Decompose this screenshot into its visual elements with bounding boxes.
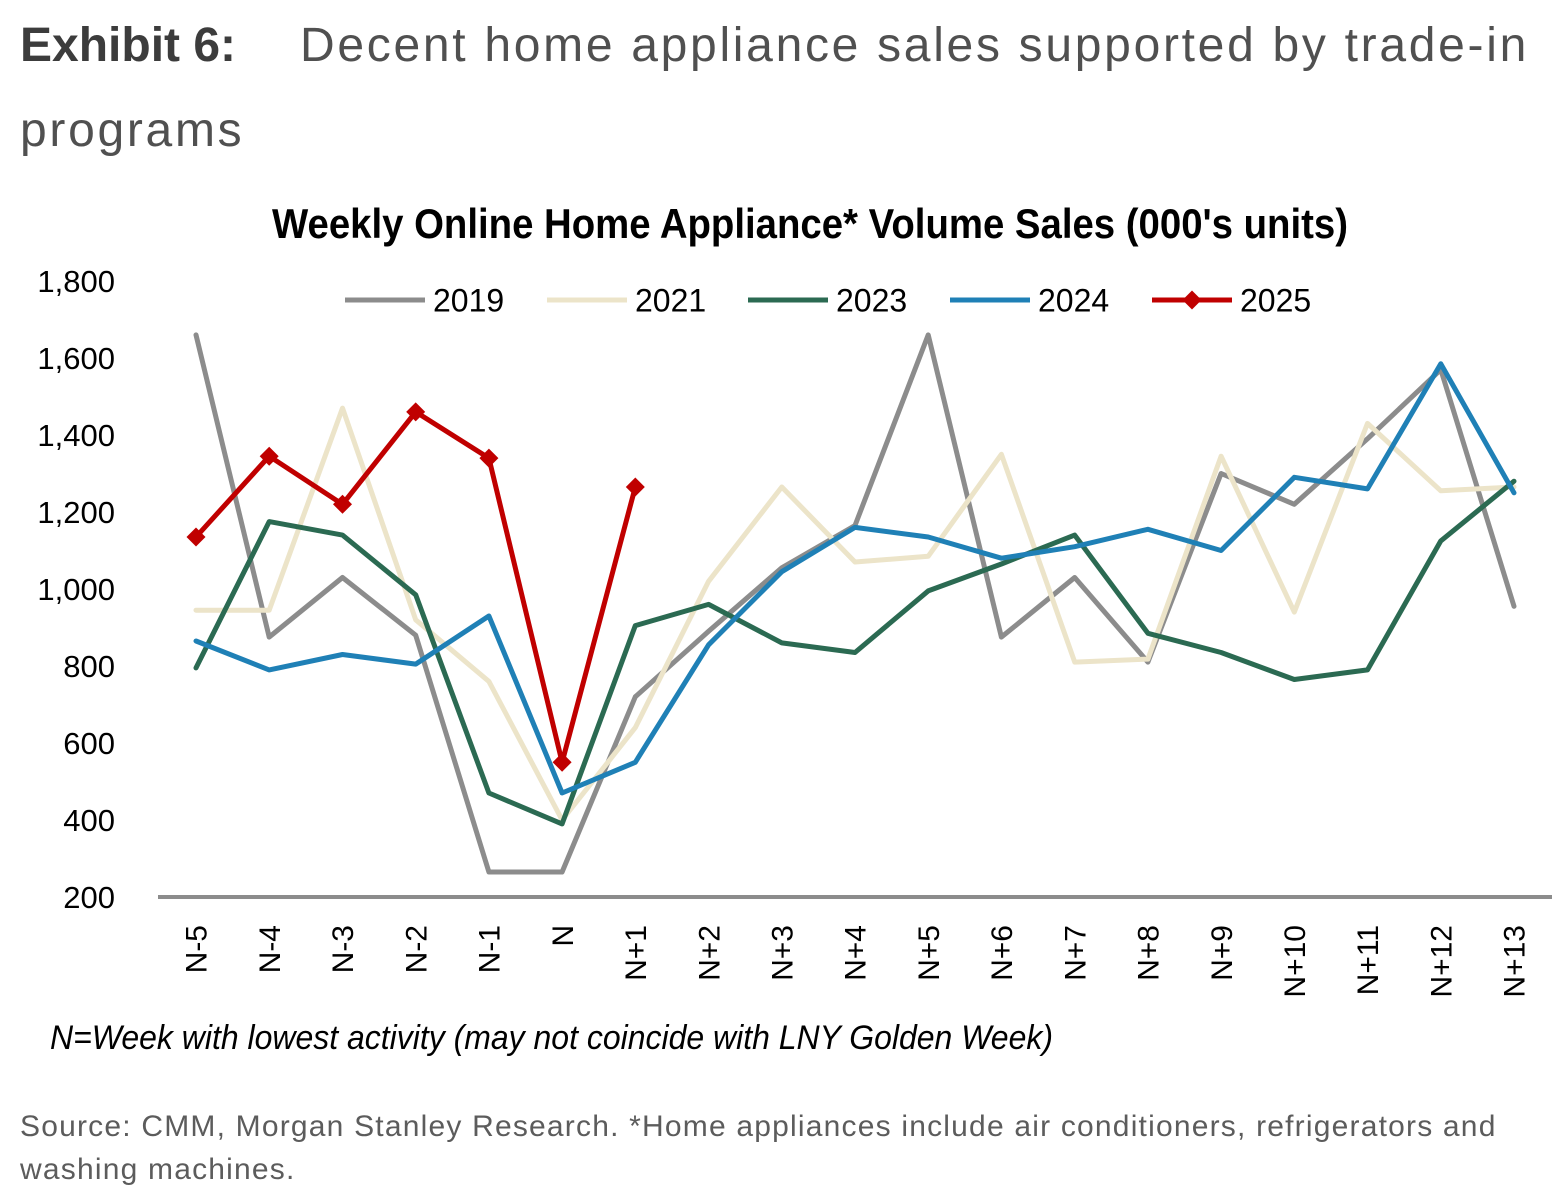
data-point-2025-n-minus-5 — [186, 527, 206, 547]
legend-label-2021: 2021 — [635, 283, 706, 319]
legend-label-2019: 2019 — [433, 283, 504, 319]
y-tick-label-1600: 1,600 — [37, 341, 115, 376]
chart-footnote: N=Week with lowest activity (may not coi… — [50, 1019, 1053, 1057]
data-point-2025-n-minus-1 — [479, 448, 499, 468]
x-tick-label-n-plus-minus-8: N+8 — [1133, 925, 1166, 981]
data-point-2025-n-minus-4 — [259, 446, 279, 466]
x-tick-label-n-plus-minus-6: N+6 — [986, 925, 1019, 981]
x-tick-label-n-plus-minus-13: N+13 — [1499, 925, 1532, 998]
x-tick-label-n-minus-1: N-1 — [474, 925, 507, 973]
exhibit-header: Exhibit 6: Decent home appliance sales su… — [20, 3, 1560, 173]
y-tick-label-1000: 1,000 — [37, 572, 115, 607]
x-tick-label-n-plus-minus-7: N+7 — [1059, 925, 1092, 981]
series-line-2019 — [193, 332, 1517, 875]
data-point-2025-n — [552, 752, 572, 772]
x-tick-label-n-plus-minus-1: N+1 — [620, 925, 653, 981]
series-lines — [186, 332, 1517, 875]
x-tick-label-n-minus-3: N-3 — [327, 925, 360, 973]
y-tick-label-1800: 1,800 — [37, 264, 115, 299]
x-tick-label-n-plus-minus-4: N+4 — [840, 925, 873, 981]
legend-label-2025: 2025 — [1240, 283, 1311, 319]
series-line-2025 — [193, 409, 638, 765]
exhibit-label: Exhibit 6: — [20, 19, 237, 72]
data-point-2025-n-plus-minus-1 — [625, 477, 645, 497]
x-tick-label-n-plus-minus-5: N+5 — [913, 925, 946, 981]
x-tick-label-n-plus-minus-2: N+2 — [693, 925, 726, 981]
legend-label-2024: 2024 — [1038, 283, 1109, 319]
source-note: Source: CMM, Morgan Stanley Research. *H… — [20, 1110, 1497, 1186]
legend-item-2025: 2025 — [1152, 283, 1311, 319]
exhibit-title: Decent home appliance sales supported by… — [20, 19, 1529, 157]
y-tick-label-400: 400 — [63, 803, 115, 838]
y-tick-label-200: 200 — [63, 880, 115, 915]
y-tick-label-1200: 1,200 — [37, 495, 115, 530]
x-axis-category-labels: N-5 N-4 N-3 N-2 N-1 N N+1 N+2 N+3 N+4 N+5 N+6 N+7 N+8… — [181, 925, 1532, 998]
legend-label-2023: 2023 — [836, 283, 907, 319]
series-line-2024 — [193, 361, 1517, 796]
y-tick-label-600: 600 — [63, 726, 115, 761]
y-tick-label-800: 800 — [63, 649, 115, 684]
x-tick-label-n-plus-minus-11: N+11 — [1352, 925, 1385, 995]
x-tick-label-n-plus-minus-12: N+12 — [1426, 925, 1459, 998]
x-tick-label-n-minus-2: N-2 — [400, 925, 433, 973]
chart-title: Weekly Online Home Appliance* Volume Sal… — [272, 200, 1348, 247]
legend: 2019 2021 2023 2024 2025 — [345, 283, 1311, 319]
legend-item-2019: 2019 — [345, 283, 504, 319]
legend-item-2024: 2024 — [950, 283, 1109, 319]
series-line-2023 — [193, 478, 1517, 827]
x-tick-label-n: N — [547, 925, 580, 947]
x-tick-label-n-minus-5: N-5 — [181, 925, 214, 973]
x-tick-label-n-minus-4: N-4 — [254, 925, 287, 973]
legend-marker-2025 — [1182, 290, 1202, 310]
y-axis-tick-labels: 200 400 600 800 1,000 1,200 1,400 1,600 1,800 — [37, 264, 115, 915]
x-tick-label-n-plus-minus-10: N+10 — [1279, 925, 1312, 998]
x-tick-label-n-plus-minus-3: N+3 — [767, 925, 800, 981]
data-point-2025-n-minus-3 — [333, 494, 352, 514]
y-tick-label-1400: 1,400 — [37, 418, 115, 453]
legend-item-2021: 2021 — [547, 283, 706, 319]
x-tick-label-n-plus-minus-9: N+9 — [1206, 925, 1239, 981]
legend-item-2023: 2023 — [748, 283, 907, 319]
data-point-2025-n-minus-2 — [406, 402, 426, 422]
series-line-2021 — [193, 405, 1517, 823]
